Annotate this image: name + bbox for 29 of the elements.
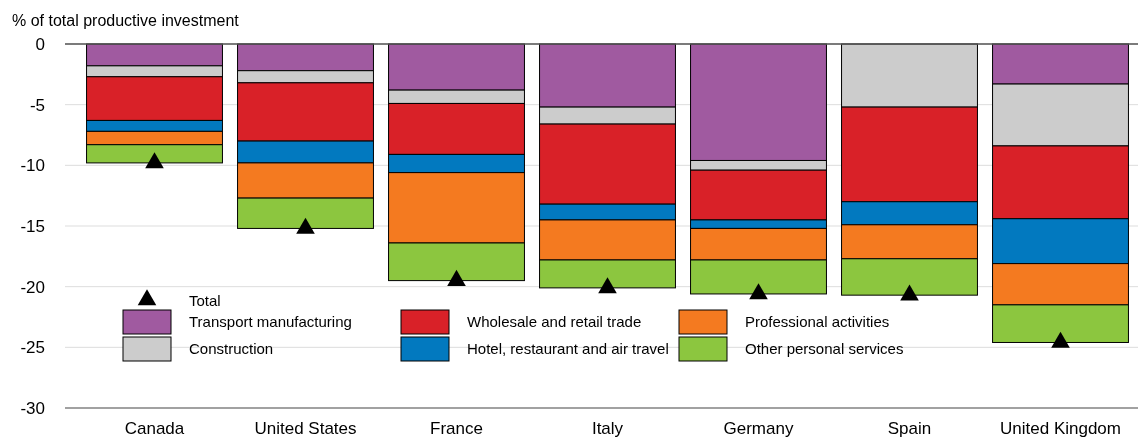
legend-label: Transport manufacturing — [189, 313, 352, 330]
y-tick-label: -20 — [20, 277, 45, 297]
legend-label: Professional activities — [745, 313, 890, 330]
point — [900, 284, 919, 301]
point — [1051, 331, 1070, 348]
point — [598, 277, 617, 294]
y-tick-label: -25 — [20, 338, 45, 358]
y-tick-label: -10 — [20, 156, 45, 176]
legend-label: Other personal services — [745, 340, 904, 357]
x-tick-label: United Kingdom — [1000, 419, 1121, 438]
y-tick-label: -5 — [29, 95, 45, 115]
x-tick-label: United States — [254, 419, 357, 438]
x-tick-label: France — [430, 419, 483, 438]
y-tick-label: -30 — [20, 399, 45, 418]
point — [447, 269, 466, 286]
x-tick-label: Canada — [124, 419, 185, 438]
legend-label: Hotel, restaurant and air travel — [467, 340, 669, 357]
point — [749, 283, 768, 300]
x-tick-label: Germany — [723, 419, 794, 438]
y-tick-label: 0 — [35, 35, 45, 54]
y-axis-title: % of total productive investment — [12, 12, 240, 29]
legend-label: Wholesale and retail trade — [467, 313, 642, 330]
point — [145, 152, 164, 169]
legend-label: Total — [189, 292, 221, 309]
legend-label: Construction — [189, 340, 274, 357]
x-tick-label: Italy — [591, 419, 624, 438]
y-tick-label: -15 — [20, 217, 45, 236]
point — [296, 217, 315, 234]
x-tick-label: Spain — [887, 419, 932, 438]
